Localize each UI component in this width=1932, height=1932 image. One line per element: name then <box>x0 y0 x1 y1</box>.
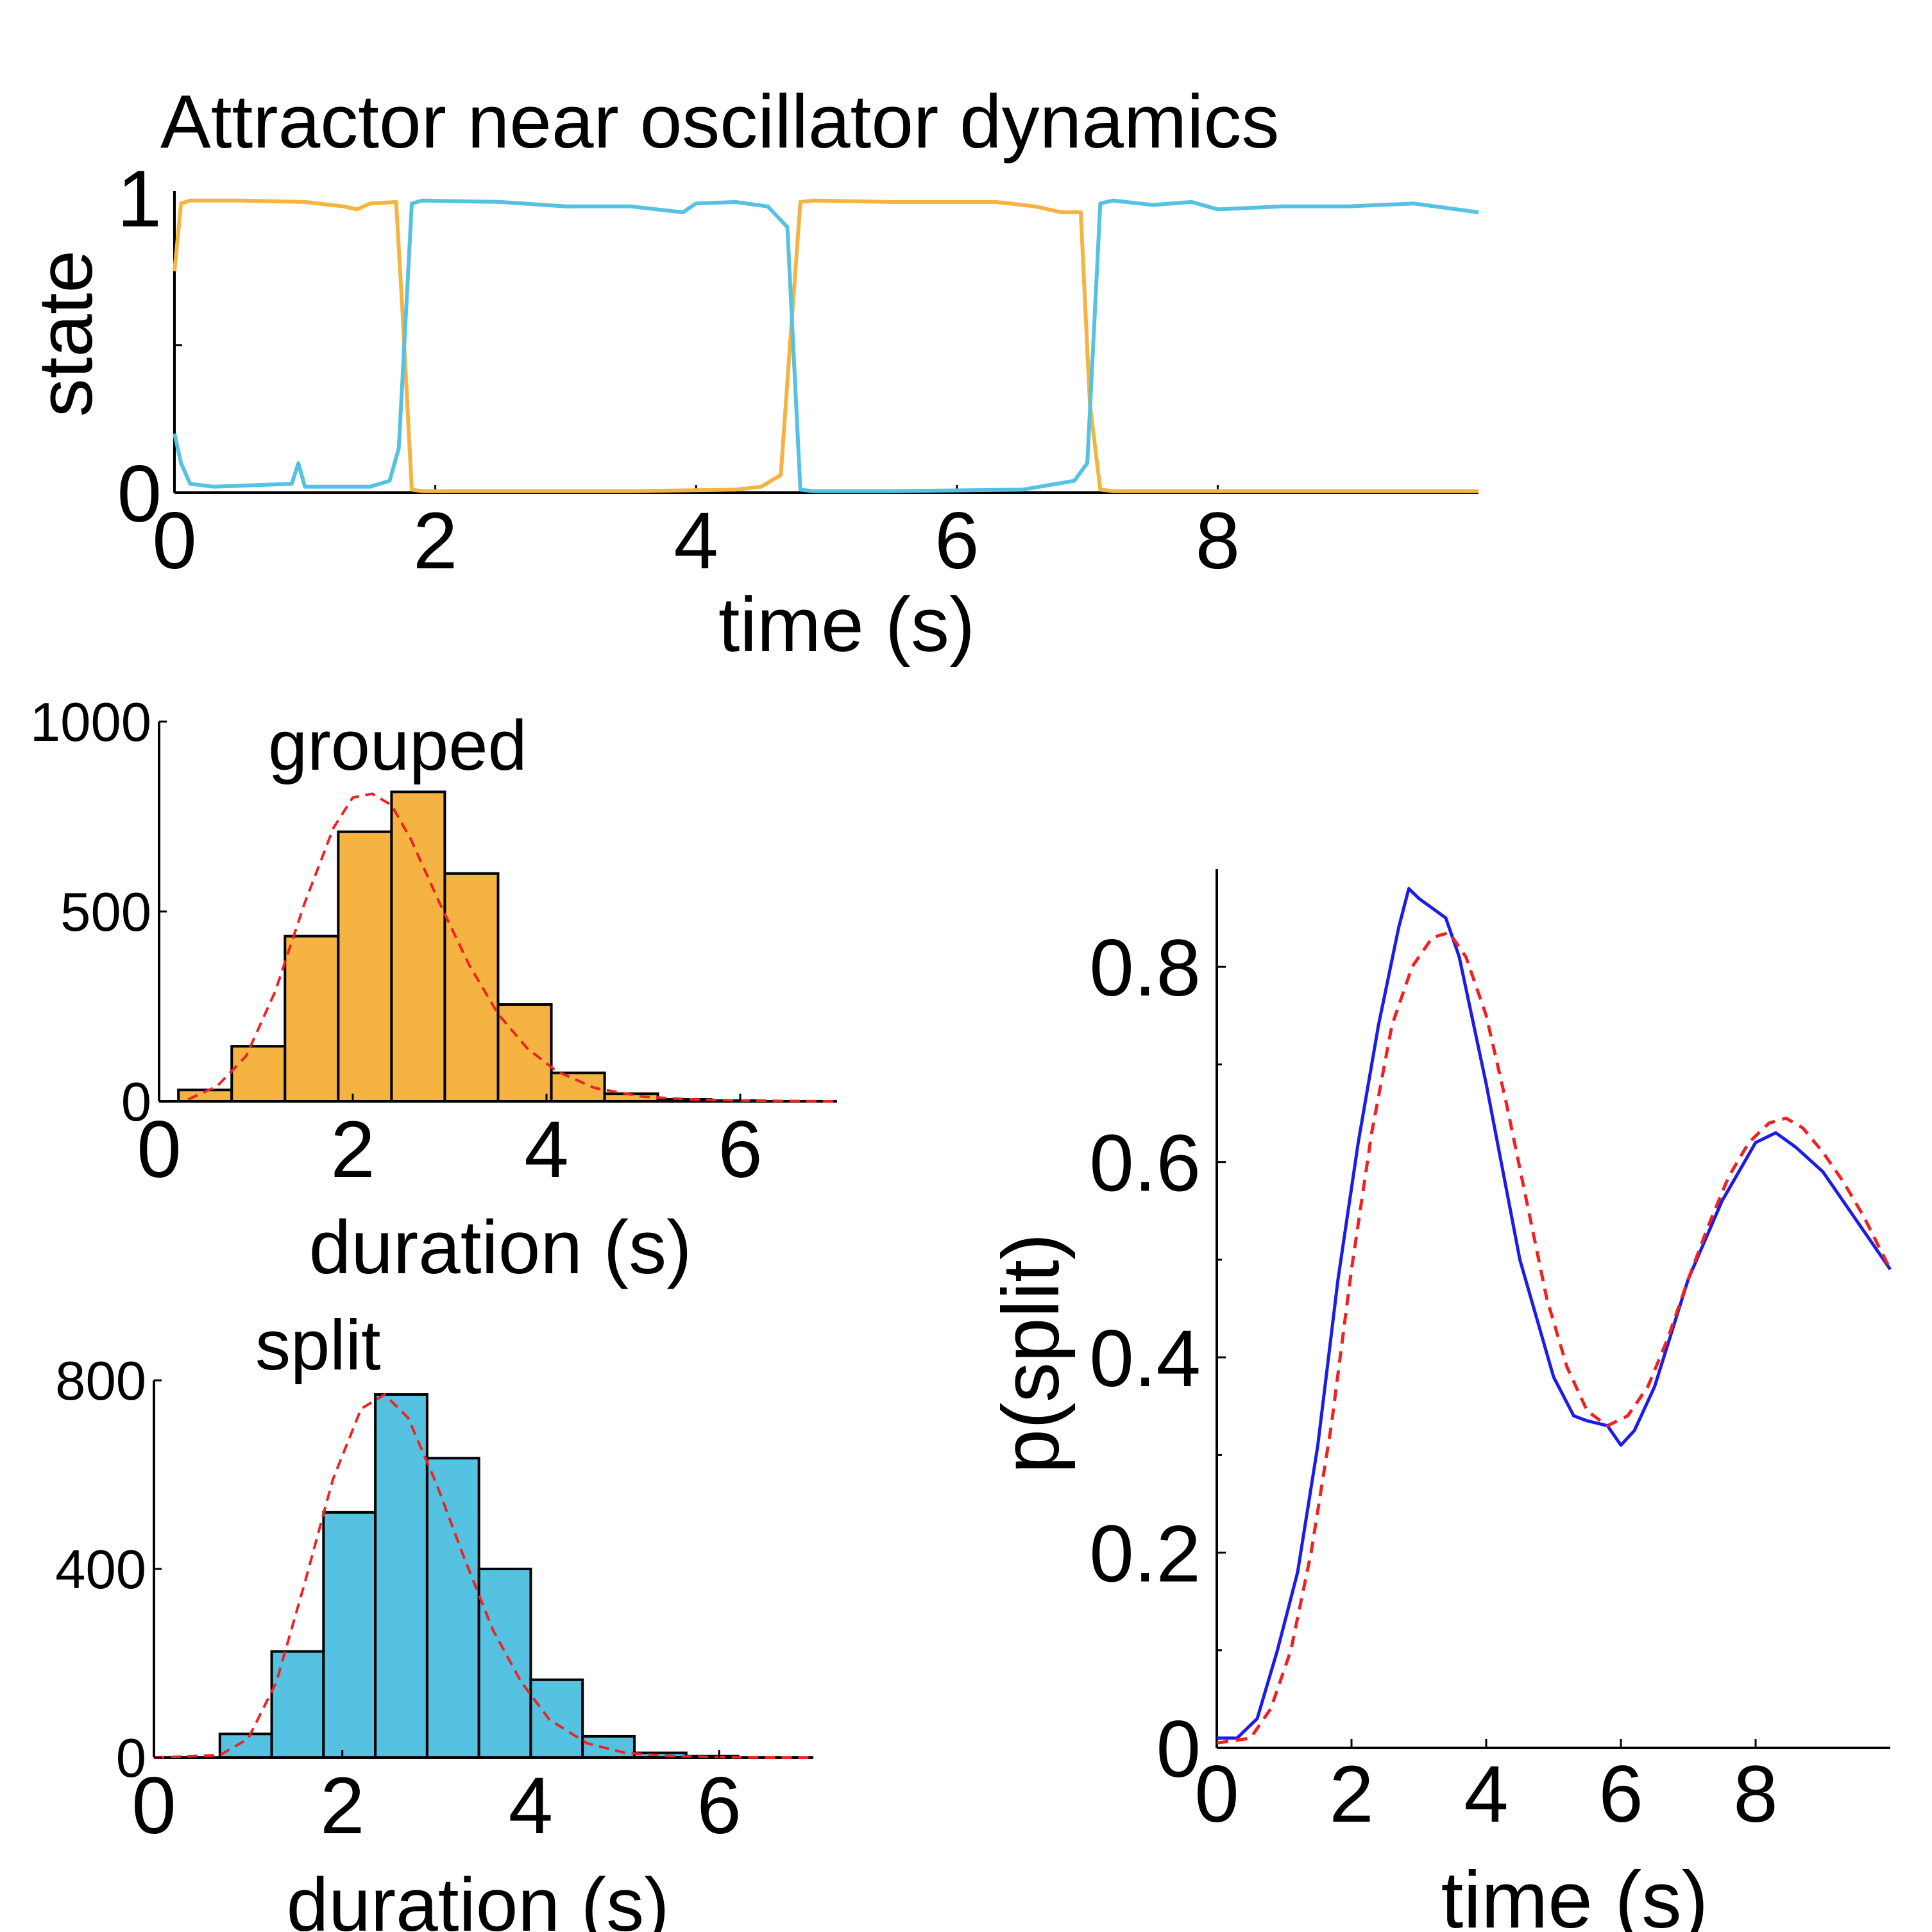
state-chart-xlabel: time (s) <box>718 582 975 668</box>
grouped-bar <box>656 1098 713 1103</box>
grouped-histogram-xlabel: duration (s) <box>309 1205 692 1290</box>
grouped-fit-curve <box>187 792 838 1103</box>
grouped-histogram: grouped duration (s) 0 2 4 6 0 500 1000 <box>30 692 838 1290</box>
psplit-chart-ylabel: p(split) <box>987 1233 1076 1473</box>
split-x-tick-label: 0 <box>131 1761 176 1851</box>
grouped-x-tick-label: 6 <box>718 1105 763 1194</box>
psplit-series-solid <box>1217 886 1892 1740</box>
grouped-bar <box>230 1045 287 1103</box>
state-chart-ylabel: state <box>22 250 108 417</box>
psplit-y-tick-label: 0.6 <box>1089 1119 1201 1208</box>
split-bar <box>477 1568 532 1759</box>
split-bar <box>425 1457 480 1759</box>
split-x-tick-label: 4 <box>509 1761 554 1851</box>
grouped-bar <box>337 830 393 1103</box>
split-fit-curve <box>153 1393 813 1759</box>
split-histogram-xlabel: duration (s) <box>287 1863 670 1932</box>
psplit-y-tick-label: 0.8 <box>1089 924 1201 1013</box>
state-y-tick-label: 1 <box>117 155 162 244</box>
state-x-tick-label: 4 <box>674 496 718 586</box>
state-series-line-cyan <box>173 198 1479 493</box>
split-bar <box>218 1733 273 1759</box>
split-bar <box>632 1751 688 1759</box>
psplit-x-tick-label: 0 <box>1194 1750 1239 1839</box>
state-chart-title: Attractor near oscillator dynamics <box>160 80 1279 164</box>
split-histogram: split duration (s) 0 2 4 6 0 400 800 <box>55 1306 813 1932</box>
split-bar <box>684 1754 740 1759</box>
grouped-bar <box>443 872 500 1103</box>
state-chart: Attractor near oscillator dynamics state… <box>22 80 1479 668</box>
grouped-bar <box>284 935 340 1103</box>
psplit-series-dashed <box>1216 931 1892 1745</box>
split-y-tick-label: 800 <box>55 1351 146 1412</box>
split-y-tick-label: 400 <box>55 1539 146 1600</box>
psplit-chart: p(split) time (s) 0 2 4 6 8 0 0.2 0.4 0.6 0.8 <box>987 869 1892 1932</box>
grouped-y-tick-label: 500 <box>60 882 151 943</box>
split-bar <box>374 1393 428 1759</box>
state-x-tick-label: 2 <box>413 496 458 586</box>
state-x-tick-label: 6 <box>935 496 979 586</box>
split-bar <box>322 1511 377 1759</box>
grouped-x-tick-label: 2 <box>330 1105 375 1194</box>
grouped-y-tick-label: 0 <box>121 1072 151 1133</box>
split-x-tick-label: 6 <box>697 1761 741 1851</box>
psplit-chart-xlabel: time (s) <box>1441 1856 1709 1932</box>
psplit-x-tick-label: 6 <box>1598 1750 1643 1839</box>
split-bar <box>581 1734 636 1759</box>
psplit-y-tick-label: 0.2 <box>1089 1510 1201 1599</box>
grouped-histogram-title: grouped <box>268 706 527 785</box>
state-y-tick-label: 0 <box>117 450 162 539</box>
grouped-x-tick-label: 4 <box>524 1105 569 1194</box>
grouped-bar <box>390 790 446 1103</box>
state-x-tick-label: 0 <box>152 496 197 586</box>
grouped-bar <box>496 1003 553 1103</box>
psplit-y-tick-label: 0.4 <box>1089 1314 1201 1403</box>
split-bar <box>529 1678 584 1759</box>
psplit-y-tick-label: 0 <box>1156 1705 1201 1794</box>
state-x-tick-label: 8 <box>1196 496 1241 586</box>
psplit-x-tick-label: 4 <box>1464 1750 1509 1839</box>
split-x-tick-label: 2 <box>320 1761 365 1851</box>
split-histogram-title: split <box>255 1306 381 1385</box>
psplit-x-tick-label: 2 <box>1329 1750 1374 1839</box>
grouped-x-tick-label: 0 <box>137 1105 182 1194</box>
psplit-x-tick-label: 8 <box>1733 1750 1778 1839</box>
split-y-tick-label: 0 <box>116 1728 146 1789</box>
grouped-y-tick-label: 1000 <box>30 692 151 753</box>
